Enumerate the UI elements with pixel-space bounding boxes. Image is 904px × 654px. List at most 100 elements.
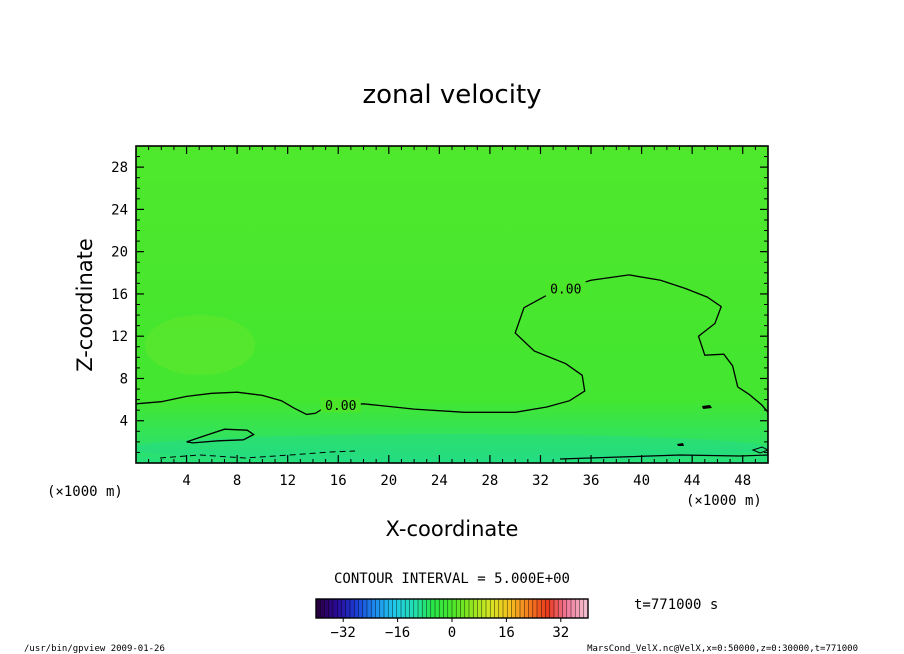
colorbar-cell [447,599,453,618]
colorbar-cell [575,599,580,618]
x-tick-label: 36 [583,473,600,489]
colorbar-cell [498,599,504,618]
colorbar-cell [473,599,478,618]
colorbar [315,598,589,619]
x-tick-label: 12 [279,473,296,489]
colorbar-cell [460,599,466,618]
colorbar-cell [354,599,359,618]
colorbar-cell [401,599,406,618]
colorbar-cell [583,599,589,618]
colorbar-tick-label: 32 [552,625,569,641]
footer-left: /usr/bin/gpview 2009-01-26 [24,644,165,654]
y-axis-label: Z-coordinate [73,238,97,372]
colorbar-cell [350,599,355,618]
colorbar-cell [464,599,470,618]
colorbar-cell [494,599,500,618]
colorbar-cell [477,599,483,618]
colorbar-cell [379,599,385,618]
colorbar-tick-label: −32 [331,625,356,641]
x-tick-label: 28 [481,473,498,489]
colorbar-cell [439,599,444,618]
contour-label: 0.00 [325,399,356,414]
colorbar-cell [456,599,461,618]
contour-small-blob-3 [751,446,768,454]
x-tick-label: 32 [532,473,549,489]
colorbar-cell [316,599,321,618]
contour-small-blob-1 [702,405,712,409]
x-tick-label: 40 [633,473,650,489]
contour-label-bg [320,397,361,413]
plot-area [136,146,768,463]
colorbar-cell [579,599,585,618]
colorbar-cell [328,599,334,618]
colorbar-cell [566,599,572,618]
colorbar-cell [392,599,398,618]
contour-label: 0.00 [550,283,581,298]
colorbar-cell [511,599,517,618]
colorbar-cell [413,599,419,618]
colorbar-cell [367,599,372,618]
colorbar-cell [558,599,563,618]
chart-title: zonal velocity [362,80,541,110]
colorbar-cell [388,599,393,618]
colorbar-cell [320,599,325,618]
colorbar-cell [435,599,440,618]
x-axis-label: X-coordinate [386,517,519,541]
colorbar-cell [532,599,538,618]
contour-negative-dashed [159,450,356,459]
x-unit-label: (×1000 m) [686,493,762,509]
x-tick-label: 20 [380,473,397,489]
colorbar-cell [528,599,534,618]
colorbar-cell [524,599,529,618]
colorbar-cell [515,599,521,618]
y-tick-label: 28 [111,160,128,176]
contour-label-bg [545,281,586,297]
colorbar-cell [345,599,351,618]
y-unit-label: (×1000 m) [47,484,123,500]
y-tick-label: 12 [111,329,128,345]
colorbar-cell [554,599,559,618]
colorbar-cell [333,599,338,618]
colorbar-cell [422,599,427,618]
colorbar-tick-label: 16 [498,625,515,641]
colorbar-cell [549,599,555,618]
colorbar-cell [426,599,432,618]
colorbar-cell [481,599,487,618]
y-tick-label: 24 [111,202,128,218]
time-label: t=771000 s [634,597,718,613]
colorbar-cell [507,599,512,618]
colorbar-cell [341,599,347,618]
colorbar-cell [503,599,508,618]
x-tick-label: 4 [182,473,190,489]
colorbar-cell [469,599,474,618]
colorbar-cell [520,599,525,618]
colorbar-cell [409,599,415,618]
colorbar-cell [362,599,368,618]
colorbar-cell [430,599,436,618]
x-tick-label: 44 [684,473,701,489]
colorbar-cell [337,599,342,618]
y-tick-label: 16 [111,287,128,303]
colorbar-cell [562,599,568,618]
colorbar-tick-label: −16 [385,625,410,641]
contour-interval-label: CONTOUR INTERVAL = 5.000E+00 [334,571,570,587]
footer-right: MarsCond_VelX.nc@VelX,x=0:50000,z=0:3000… [587,644,858,654]
colorbar-cell [324,599,330,618]
x-tick-label: 16 [330,473,347,489]
field-shading-lower [136,434,768,462]
colorbar-cell [486,599,491,618]
colorbar-cell [545,599,551,618]
colorbar-tick-label: 0 [448,625,456,641]
colorbar-cell [571,599,576,618]
y-tick-label: 4 [120,414,128,430]
colorbar-cell [541,599,546,618]
x-tick-label: 8 [233,473,241,489]
colorbar-cell [375,599,381,618]
x-tick-label: 48 [734,473,751,489]
colorbar-cell [490,599,495,618]
colorbar-cell [405,599,410,618]
y-tick-label: 20 [111,245,128,261]
colorbar-cell [358,599,364,618]
colorbar-cell [371,599,376,618]
